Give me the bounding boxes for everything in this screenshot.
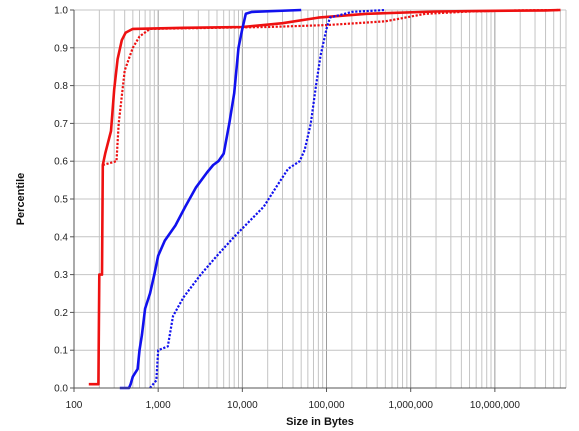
y-tick-label: 0.4 bbox=[54, 232, 68, 243]
y-tick-label: 0.7 bbox=[54, 119, 68, 130]
series-line-1 bbox=[88, 8, 561, 386]
x-tick-label: 100,000 bbox=[308, 400, 345, 411]
y-tick-label: 0.2 bbox=[54, 308, 68, 319]
y-tick-label: 0.6 bbox=[54, 157, 68, 168]
y-tick-label: 0.9 bbox=[54, 43, 68, 54]
axes bbox=[70, 9, 566, 392]
series-line-3 bbox=[119, 8, 302, 390]
y-tick-label: 0.0 bbox=[54, 384, 68, 395]
grid bbox=[73, 9, 567, 389]
x-tick-label: 1,000 bbox=[146, 400, 171, 411]
x-tick-label: 10,000,000 bbox=[470, 400, 520, 411]
x-axis-title: Size in Bytes bbox=[286, 416, 354, 428]
x-tick-label: 10,000 bbox=[227, 400, 258, 411]
x-tick-label: 100 bbox=[66, 400, 83, 411]
y-tick-label: 0.5 bbox=[54, 195, 68, 206]
y-tick-label: 1.0 bbox=[54, 6, 68, 17]
y-tick-label: 0.1 bbox=[54, 346, 68, 357]
series-group bbox=[88, 8, 561, 390]
x-tick-labels: 100 1,000 10,000 100,000 1,000,000 10,000,000 bbox=[66, 400, 521, 411]
series-line-4 bbox=[149, 8, 386, 389]
y-tick-label: 0.3 bbox=[54, 270, 68, 281]
x-tick-label: 1,000,000 bbox=[388, 400, 433, 411]
y-tick-labels: 0.0 0.1 0.2 0.3 0.4 0.5 0.6 0.7 0.8 0.9 1.0 bbox=[54, 6, 68, 395]
y-axis-title: Percentile bbox=[15, 173, 27, 226]
series-line-2 bbox=[102, 8, 561, 167]
y-tick-label: 0.8 bbox=[54, 81, 68, 92]
